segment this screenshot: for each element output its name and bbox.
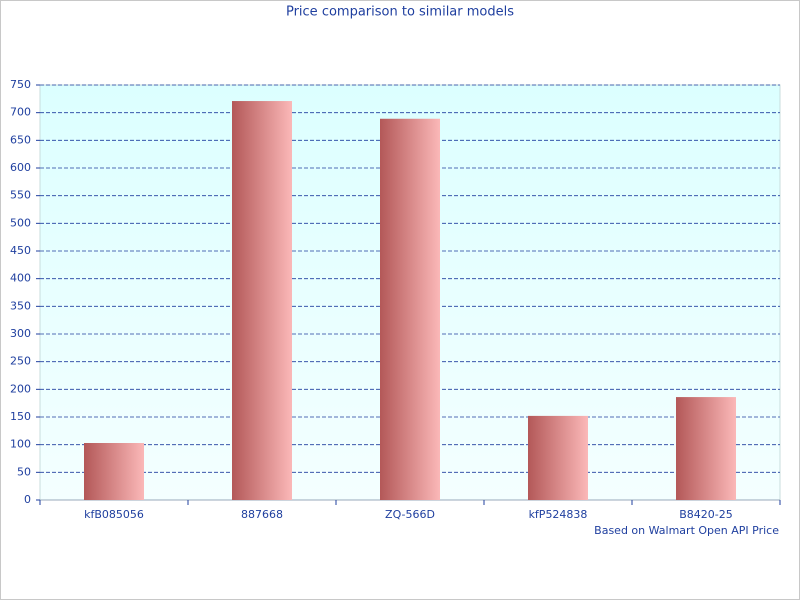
y-tick-label: 550 xyxy=(10,189,31,202)
y-tick-label: 100 xyxy=(10,438,31,451)
y-tick-label: 700 xyxy=(10,106,31,119)
bar xyxy=(232,101,292,501)
x-tick-label: ZQ-566D xyxy=(385,508,435,521)
bar xyxy=(676,397,736,500)
y-tick-label: 50 xyxy=(17,465,31,478)
y-tick-label: 500 xyxy=(10,216,31,229)
chart-title: Price comparison to similar models xyxy=(286,5,514,20)
bar xyxy=(380,118,440,501)
y-tick-label: 750 xyxy=(10,78,31,91)
bar xyxy=(528,415,588,500)
x-tick-label: 887668 xyxy=(241,508,283,521)
x-tick-label: kfB085056 xyxy=(84,508,144,521)
y-tick-label: 300 xyxy=(10,327,31,340)
annotation: Based on Walmart Open API Price xyxy=(594,524,779,537)
y-tick-label: 400 xyxy=(10,272,31,285)
x-tick-label: B8420-25 xyxy=(679,508,733,521)
y-tick-label: 250 xyxy=(10,355,31,368)
y-tick-label: 350 xyxy=(10,299,31,312)
y-tick-label: 200 xyxy=(10,382,31,395)
y-tick-label: 600 xyxy=(10,161,31,174)
y-tick-label: 450 xyxy=(10,244,31,257)
y-tick-label: 0 xyxy=(24,493,31,506)
bar xyxy=(84,443,144,500)
y-tick-label: 150 xyxy=(10,410,31,423)
y-tick-label: 650 xyxy=(10,133,31,146)
x-tick-label: kfP524838 xyxy=(529,508,588,521)
